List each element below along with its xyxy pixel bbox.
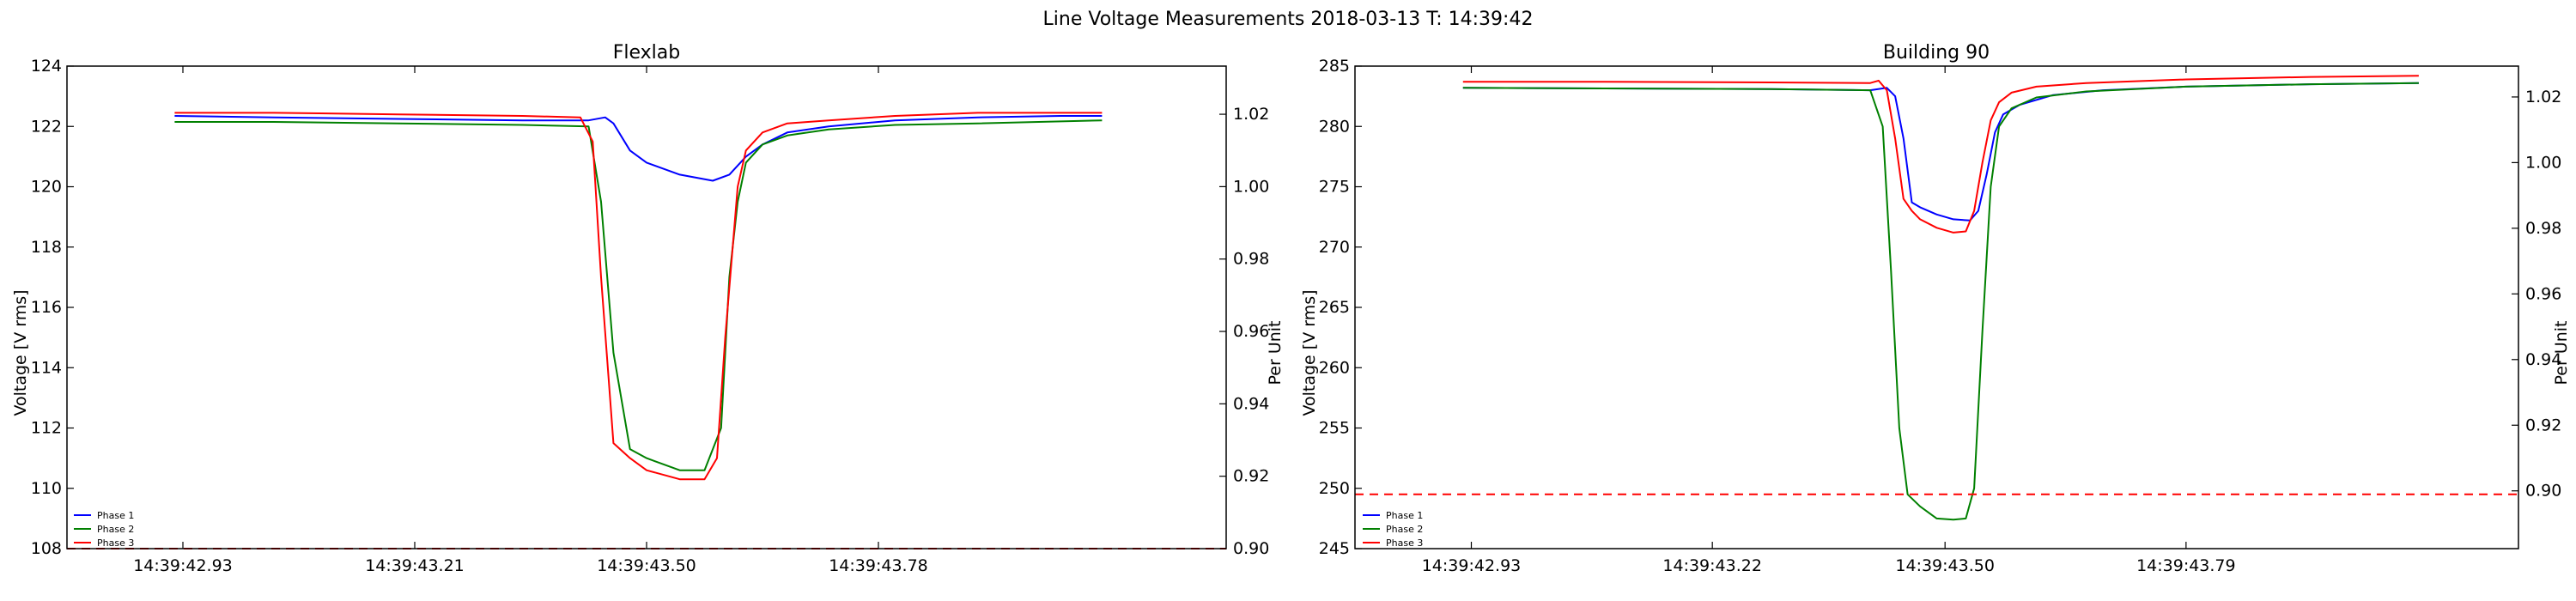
y-tick-label-right: 1.00 [1233,177,1269,196]
y-axis-label: Voltage [V rms] [11,289,30,416]
y-tick-label: 118 [31,238,62,257]
plot-frame [1354,65,2519,549]
y-tick-label: 116 [31,298,62,317]
y-tick-label-right: 0.90 [2525,482,2561,501]
y-tick-label-right: 0.96 [1233,322,1269,341]
legend: Phase 1 Phase 2 Phase 3 [1363,510,1423,549]
y-tick-label: 270 [1319,238,1350,257]
series-line-phase-2 [1462,82,2419,521]
y-tick-label: 260 [1319,358,1350,377]
series-line-phase-1 [1462,82,2419,222]
y-tick-label-right: 0.98 [1233,250,1269,269]
y-tick-label: 285 [1319,57,1350,76]
x-tick-label: 14:39:42.93 [1422,556,1522,575]
series-line-phase-3 [1462,75,2419,234]
y-tick-label-right: 0.98 [2525,219,2561,238]
y-tick-label-right: 1.02 [1233,105,1269,124]
y-tick-label: 122 [31,117,62,136]
y-tick-label: 114 [31,358,62,377]
y-tick-label: 110 [31,479,62,498]
y-tick-label: 112 [31,419,62,438]
series-line-phase-1 [174,115,1103,182]
y-tick-label-right: 0.94 [1233,394,1269,413]
x-tick-label: 14:39:42.93 [133,556,233,575]
x-tick-label: 14:39:43.21 [365,556,465,575]
chart-title: Flexlab [613,42,681,64]
legend-label-phase-1: Phase 1 [1386,510,1423,521]
x-tick-label: 14:39:43.50 [597,556,696,575]
y-tick-label: 124 [31,57,62,76]
legend-label-phase-1: Phase 1 [97,510,134,521]
y-axis-label-right: Per Unit [1266,321,1285,385]
legend-label-phase-2: Phase 2 [97,524,134,535]
y-tick-label: 245 [1319,539,1350,558]
x-tick-label: 14:39:43.50 [1895,556,1995,575]
y-tick-label-right: 0.94 [2525,350,2561,369]
legend-label-phase-3: Phase 3 [97,537,134,549]
y-tick-label-right: 0.92 [1233,467,1269,486]
y-tick-label: 255 [1319,419,1350,438]
legend-label-phase-2: Phase 2 [1386,524,1423,535]
chart-panel-flexlab: Flexlab Voltage [V rms] Per Unit Phase 1… [11,42,1285,575]
series-line-phase-2 [174,119,1103,471]
y-tick-label: 265 [1319,298,1350,317]
x-tick-label: 14:39:43.78 [829,556,928,575]
y-tick-label: 120 [31,178,62,197]
y-tick-label: 108 [31,539,62,558]
figure-title: Line Voltage Measurements 2018-03-13 T: … [1043,9,1534,30]
chart-title: Building 90 [1883,42,1990,64]
y-tick-label-right: 1.02 [2525,88,2561,106]
y-tick-label: 280 [1319,117,1350,136]
series-line-phase-3 [174,112,1103,481]
plot-frame [66,65,1227,549]
y-axis-label: Voltage [V rms] [1300,289,1319,416]
legend-label-phase-3: Phase 3 [1386,537,1423,549]
x-tick-label: 14:39:43.22 [1662,556,1762,575]
y-tick-label-right: 1.00 [2525,153,2561,172]
y-axis-label-right: Per Unit [2552,321,2571,385]
y-tick-label: 275 [1319,178,1350,197]
y-tick-label-right: 0.92 [2525,416,2561,434]
y-tick-label: 250 [1319,479,1350,498]
y-tick-label-right: 0.96 [2525,284,2561,303]
legend: Phase 1 Phase 2 Phase 3 [74,510,134,549]
x-tick-label: 14:39:43.79 [2136,556,2236,575]
y-tick-label-right: 0.90 [1233,539,1269,558]
chart-panel-building-90: Building 90 Voltage [V rms] Per Unit Pha… [1300,42,2571,575]
